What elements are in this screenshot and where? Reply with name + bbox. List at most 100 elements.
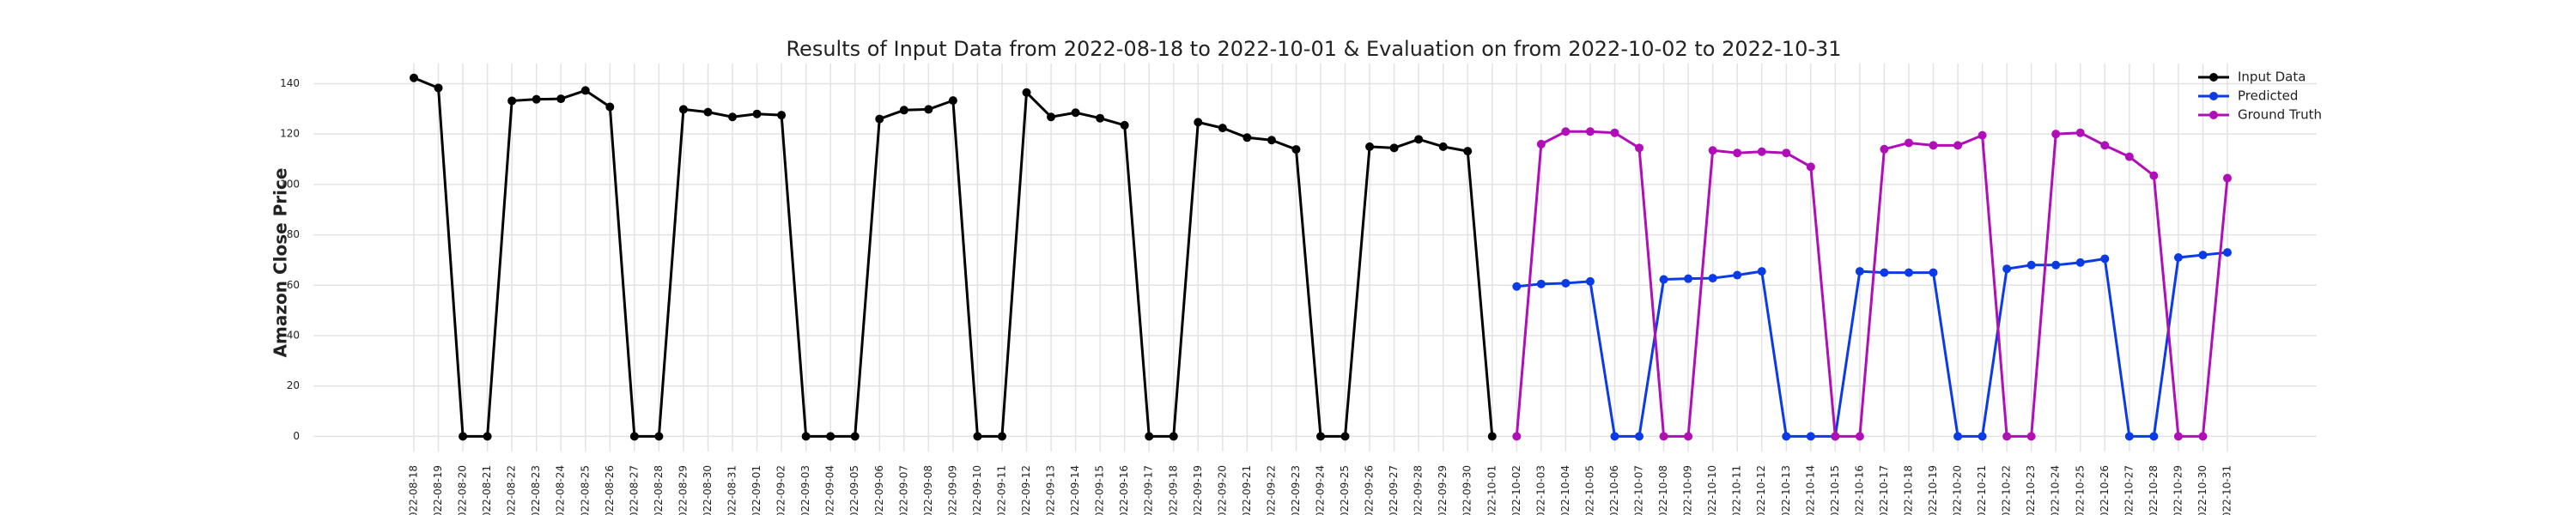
data-point xyxy=(410,73,418,82)
data-point xyxy=(1610,432,1619,441)
data-point xyxy=(678,105,688,114)
data-point xyxy=(1316,432,1325,441)
data-point xyxy=(1635,143,1644,153)
x-tick-label: 2022-09-16 xyxy=(1118,465,1130,515)
y-tick-label: 40 xyxy=(287,329,300,341)
data-point xyxy=(2173,432,2183,441)
data-point xyxy=(1806,432,1815,441)
data-point xyxy=(1708,274,1717,283)
data-point xyxy=(1218,124,1227,133)
data-point xyxy=(1904,138,1913,148)
x-tick-label: 2022-08-25 xyxy=(579,465,591,515)
data-point xyxy=(777,111,787,120)
x-tick-label: 2022-09-30 xyxy=(1461,465,1473,515)
x-tick-label: 2022-09-18 xyxy=(1167,465,1179,515)
data-point xyxy=(1414,135,1424,144)
x-tick-label: 2022-09-20 xyxy=(1216,465,1228,515)
x-tick-label: 2022-10-19 xyxy=(1927,465,1939,515)
x-tick-label: 2022-10-18 xyxy=(1902,465,1914,515)
data-point xyxy=(532,94,541,104)
x-tick-label: 2022-10-21 xyxy=(1976,465,1988,515)
series-line xyxy=(1515,130,2229,438)
x-tick-label: 2022-08-29 xyxy=(677,465,689,515)
data-point xyxy=(580,86,590,95)
data-point xyxy=(2100,141,2110,150)
x-tick-label: 2022-10-13 xyxy=(1780,465,1792,515)
x-tick-label: 2022-10-06 xyxy=(1608,465,1620,515)
x-tick-label: 2022-09-02 xyxy=(775,465,787,515)
data-point xyxy=(728,112,738,122)
y-tick-label: 100 xyxy=(280,178,300,190)
x-tick-label: 2022-08-24 xyxy=(555,465,567,515)
data-point xyxy=(1071,108,1080,118)
x-tick-label: 2022-10-12 xyxy=(1755,465,1767,515)
x-tick-label: 2022-09-08 xyxy=(922,465,934,515)
data-point xyxy=(434,83,443,93)
data-point xyxy=(1145,432,1154,441)
data-point xyxy=(629,432,639,441)
data-point xyxy=(1047,112,1056,122)
data-point xyxy=(1242,133,1252,142)
data-point xyxy=(1757,267,1766,276)
data-point xyxy=(1169,432,1178,441)
data-point xyxy=(1880,268,1889,277)
x-tick-label: 2022-10-11 xyxy=(1731,465,1743,515)
data-point xyxy=(1978,432,1987,441)
data-point xyxy=(2223,173,2232,183)
y-tick-label: 140 xyxy=(280,77,300,89)
data-point xyxy=(1096,113,1105,123)
data-point xyxy=(1733,270,1742,280)
data-point xyxy=(801,432,811,441)
x-tick-label: 2022-09-06 xyxy=(873,465,885,515)
legend-label: Predicted xyxy=(2238,88,2298,104)
data-point xyxy=(899,106,908,115)
x-tick-label: 2022-08-28 xyxy=(653,465,665,515)
x-tick-label: 2022-09-07 xyxy=(897,465,909,515)
x-tick-label: 2022-10-22 xyxy=(2001,465,2013,515)
x-tick-label: 2022-10-29 xyxy=(2172,465,2184,515)
data-point xyxy=(2051,260,2061,270)
data-point xyxy=(973,432,982,441)
legend-marker xyxy=(2209,111,2218,119)
data-point xyxy=(1659,432,1668,441)
data-point xyxy=(875,114,884,124)
data-point xyxy=(1733,148,1742,158)
data-point xyxy=(507,96,517,106)
x-tick-label: 2022-10-14 xyxy=(1804,465,1816,515)
x-tick-label: 2022-08-18 xyxy=(408,465,420,515)
x-tick-label: 2022-08-21 xyxy=(481,465,493,515)
y-tick-label: 120 xyxy=(280,128,300,140)
data-point xyxy=(752,109,762,118)
x-tick-label: 2022-09-24 xyxy=(1315,465,1327,515)
data-point xyxy=(2149,171,2159,180)
data-point xyxy=(1708,146,1717,155)
data-point xyxy=(703,107,713,117)
x-tick-label: 2022-10-01 xyxy=(1485,465,1498,515)
data-point xyxy=(2026,260,2036,270)
y-tick-label: 0 xyxy=(293,430,300,442)
data-point xyxy=(1610,128,1619,137)
data-point xyxy=(1929,141,1938,150)
x-tick-label: 2022-08-26 xyxy=(604,465,616,515)
y-tick-label: 20 xyxy=(287,379,300,391)
data-point xyxy=(1291,145,1301,154)
chart-title: Results of Input Data from 2022-08-18 to… xyxy=(786,37,1841,61)
data-point xyxy=(1438,142,1448,151)
data-point xyxy=(2100,254,2110,264)
x-tick-label: 2022-09-26 xyxy=(1364,465,1376,515)
data-point xyxy=(2198,432,2208,441)
y-axis-label: Amazon Close Price xyxy=(270,168,291,358)
y-tick-label: 60 xyxy=(287,279,300,291)
data-point xyxy=(1831,432,1840,441)
data-point xyxy=(2002,432,2012,441)
x-tick-label: 2022-10-23 xyxy=(2025,465,2037,515)
y-tick-label: 80 xyxy=(287,228,300,240)
data-point xyxy=(1978,130,1987,140)
legend-label: Input Data xyxy=(2238,70,2306,85)
legend-marker xyxy=(2209,92,2218,100)
x-tick-label: 2022-10-26 xyxy=(2099,465,2111,515)
x-tick-label: 2022-10-30 xyxy=(2196,465,2208,515)
data-point xyxy=(1463,147,1473,156)
data-point xyxy=(1512,282,1522,291)
x-tick-label: 2022-09-29 xyxy=(1437,465,1449,515)
